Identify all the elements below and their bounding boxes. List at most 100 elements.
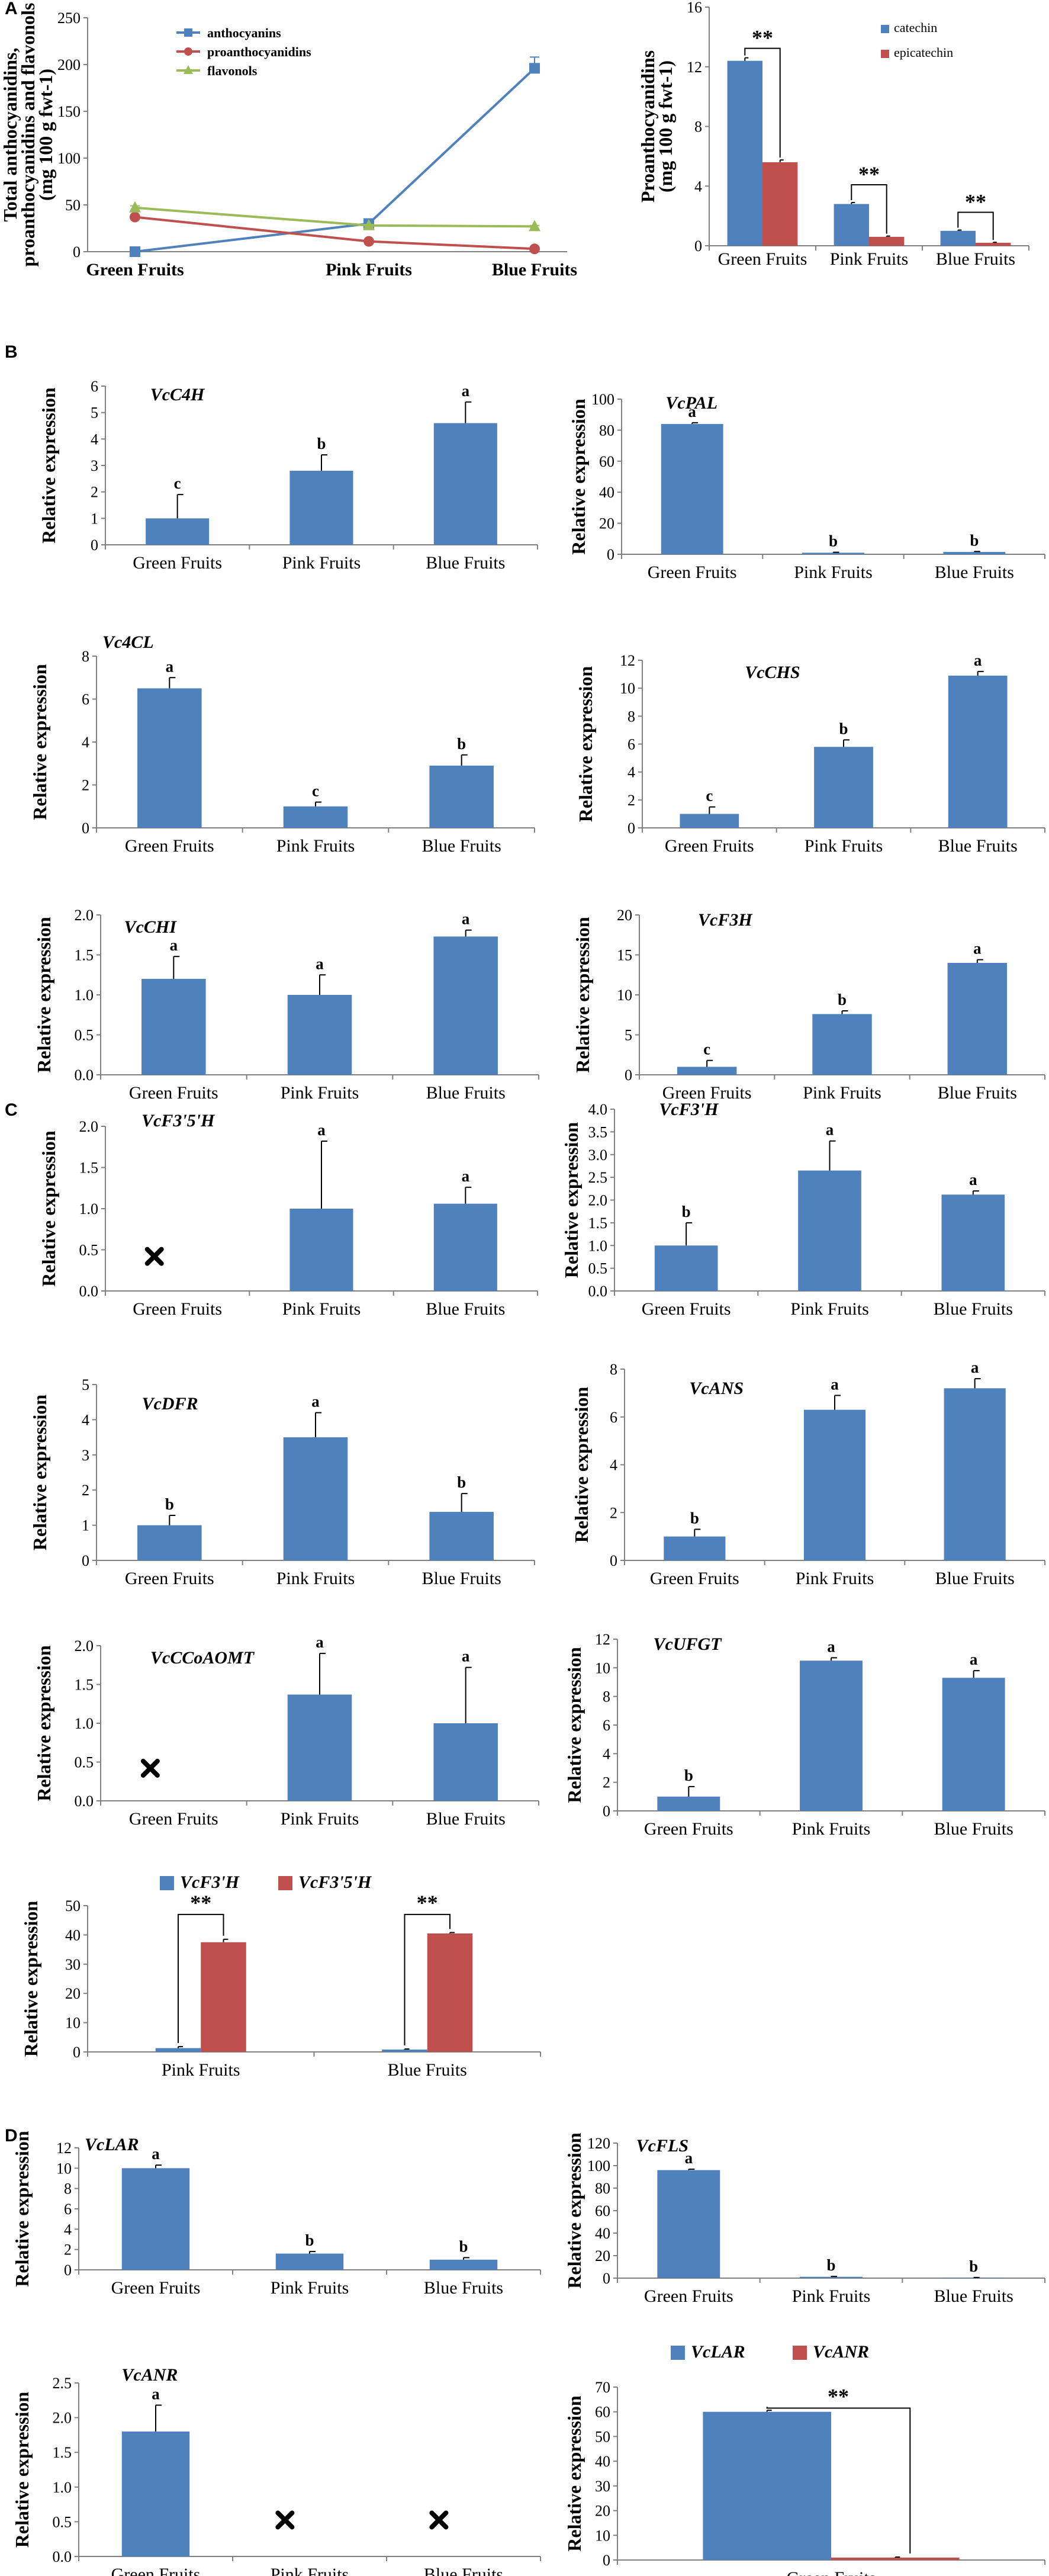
- significance-letter: b: [690, 1509, 699, 1527]
- not-detected-mark: [429, 2510, 449, 2530]
- y-tick-label: 6: [628, 736, 635, 753]
- y-tick-label: 0: [82, 820, 89, 837]
- y-axis-label: (mg 100 g fwt-1): [655, 60, 676, 192]
- y-tick-label: 8: [694, 118, 702, 136]
- significance-letter: c: [706, 787, 713, 805]
- bar: [287, 995, 352, 1075]
- y-tick-label: 0: [603, 2552, 610, 2569]
- x-tick-label: Blue Fruits: [426, 1809, 506, 1829]
- significance-letter: b: [826, 2256, 835, 2274]
- chart-A2: 0 4 8 12 16 Green Fruits Pink Fruits Blue Fruit…: [637, 0, 1029, 269]
- y-tick-label: 6: [64, 2201, 72, 2218]
- significance-letter: a: [462, 1167, 470, 1185]
- y-tick-label: 8: [610, 1361, 617, 1378]
- significance-letter: b: [457, 735, 466, 753]
- bar-VcANR: [831, 2557, 960, 2560]
- bar: [941, 1194, 1005, 1291]
- panel-label-b: B: [5, 342, 18, 362]
- x-tick-label: Green Fruits: [125, 836, 214, 856]
- y-tick-label: 0: [603, 1803, 610, 1820]
- y-tick-label: 10: [595, 1659, 610, 1676]
- bar: [657, 2170, 720, 2278]
- y-tick-label: 0: [607, 546, 614, 563]
- bar: [287, 1694, 352, 1801]
- bar: [429, 765, 494, 828]
- y-tick-label: 1.5: [79, 1159, 99, 1177]
- chart-title: VcF3H: [698, 910, 753, 930]
- x-tick-label: Blue Fruits: [935, 563, 1014, 582]
- y-tick-label: 40: [595, 2225, 610, 2242]
- bar-epicatechin: [762, 162, 798, 246]
- y-tick-label: 5: [82, 1376, 89, 1393]
- x-tick-label: Pink Fruits: [803, 1083, 881, 1103]
- significance-letter: a: [827, 1637, 835, 1655]
- x-tick-label: Green Fruits: [642, 1299, 731, 1319]
- y-tick-label: 4: [82, 734, 89, 751]
- legend-label: proanthocyanidins: [207, 44, 311, 59]
- x-tick-label: Blue Fruits: [938, 836, 1018, 856]
- y-axis-label: Relative expression: [561, 1122, 582, 1279]
- panel-label-a: A: [5, 0, 18, 18]
- y-tick-label: 0.0: [588, 1283, 608, 1300]
- y-tick-label: 10: [617, 987, 632, 1004]
- not-detected-mark: [275, 2510, 295, 2530]
- y-tick-label: 4: [91, 431, 98, 448]
- y-tick-label: 40: [595, 2453, 610, 2470]
- y-tick-label: 1: [91, 510, 98, 527]
- x-tick-label: Green Fruits: [86, 260, 184, 280]
- y-axis-label: Relative expression: [38, 1130, 59, 1287]
- bar: [800, 1660, 863, 1811]
- y-axis-label: Relative expression: [564, 2132, 585, 2289]
- chart-title: Vc4CL: [102, 632, 154, 652]
- y-tick-label: 15: [617, 947, 632, 964]
- chart-title: VcANR: [121, 2365, 178, 2385]
- legend-marker: [184, 65, 193, 74]
- y-tick-label: 2.5: [588, 1169, 608, 1186]
- x-tick-label: Pink Fruits: [326, 260, 412, 280]
- bar: [803, 1409, 866, 1560]
- chart-title: VcCHI: [124, 917, 178, 937]
- legend-label: epicatechin: [894, 45, 953, 60]
- significance-letter: b: [459, 2237, 468, 2255]
- significance-letter: a: [685, 2149, 693, 2167]
- y-tick-label: 12: [687, 59, 702, 76]
- legend-label: VcANR: [813, 2342, 869, 2362]
- bar-catechin: [727, 60, 762, 246]
- bar-VcF3'5'H: [427, 1933, 473, 2052]
- bar: [289, 1209, 353, 1291]
- x-tick-label: Pink Fruits: [281, 1809, 359, 1829]
- y-tick-label: 2: [610, 1504, 617, 1521]
- y-tick-label: 12: [595, 1631, 610, 1648]
- chart-VcDFR: 0 1 2 3 4 5 Green Fruits Pink Fruits Blue Fruits…: [29, 1376, 535, 1588]
- chart-VcUFGT: 0 2 4 6 8 10 12 Green Fruits Pink Fruits Blue Fru…: [564, 1631, 1045, 1839]
- y-tick-label: 12: [56, 2140, 72, 2157]
- x-tick-label: Blue Fruits: [934, 1299, 1013, 1319]
- x-tick-label: Blue Fruits: [934, 1819, 1013, 1839]
- y-tick-label: 100: [587, 2157, 610, 2174]
- y-tick-label: 10: [56, 2160, 72, 2177]
- x-tick-label: Green Fruits: [111, 2278, 201, 2298]
- significance-letter: a: [970, 1650, 978, 1668]
- y-tick-label: 20: [595, 2247, 610, 2265]
- y-tick-label: 2: [64, 2241, 72, 2259]
- x-tick-label: Pink Fruits: [792, 1819, 871, 1839]
- significance-letter: a: [152, 2145, 160, 2163]
- significance-stars: **: [752, 26, 773, 50]
- bar-catechin: [940, 230, 976, 246]
- x-tick-label: Pink Fruits: [796, 1569, 874, 1588]
- y-tick-label: 0: [73, 2044, 81, 2061]
- y-tick-label: 3: [91, 457, 98, 474]
- y-tick-label: 10: [595, 2527, 610, 2544]
- legend-label: anthocyanins: [207, 25, 281, 40]
- x-tick-label: Green Fruits: [125, 1569, 214, 1588]
- y-tick-label: 0.0: [75, 1067, 94, 1084]
- y-tick-label: 2.0: [588, 1192, 608, 1209]
- significance-letter: b: [682, 1203, 691, 1220]
- y-axis-label: Proanthocyanidins: [637, 50, 658, 203]
- y-tick-label: 200: [57, 56, 81, 73]
- x-tick-label: Pink Fruits: [805, 836, 883, 856]
- bar: [947, 963, 1008, 1075]
- panel-label-d: D: [5, 2126, 18, 2145]
- chart-VcCCoAOMT: 0.0 0.5 1.0 1.5 2.0 Green Fruits Pink Fruits Bl…: [33, 1633, 539, 1829]
- x-tick-label: Blue Fruits: [426, 553, 505, 573]
